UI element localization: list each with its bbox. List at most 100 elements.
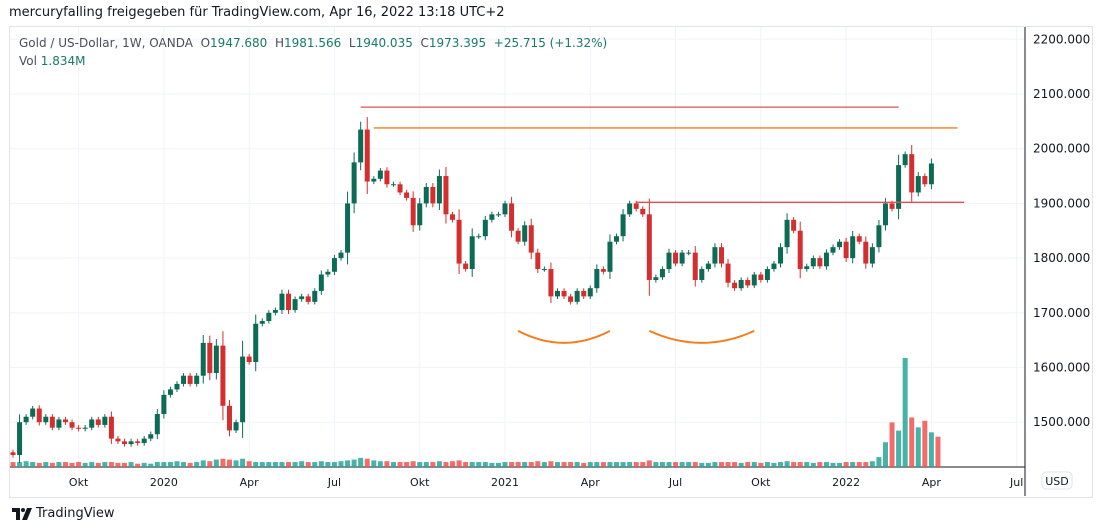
candle-body	[876, 225, 882, 248]
volume-bar	[725, 462, 731, 467]
orange-arc-drawing	[648, 329, 755, 344]
volume-bar	[266, 462, 272, 467]
candle-body	[627, 203, 633, 215]
volume-bar	[581, 462, 587, 467]
candle-body	[443, 176, 449, 215]
candle-body	[659, 269, 665, 278]
volume-bar	[600, 462, 606, 467]
price-tick-label: 2200.000	[1033, 32, 1090, 46]
candle-body	[56, 419, 62, 428]
volume-bar	[528, 462, 534, 467]
close-value: 1973.395	[428, 36, 487, 50]
candle-body	[469, 236, 475, 270]
candle-body	[390, 184, 396, 186]
volume-bar	[430, 462, 436, 467]
volume-bar	[686, 462, 692, 467]
volume-bar	[653, 462, 659, 467]
candle-body	[115, 438, 121, 442]
candle-body	[528, 225, 534, 253]
candle-body	[902, 154, 908, 166]
candle-body	[430, 186, 436, 204]
candle-body	[751, 274, 757, 286]
candle-body	[325, 271, 331, 275]
candle-body	[817, 258, 823, 267]
price-tick-label: 2100.000	[1033, 87, 1090, 101]
volume-bar	[712, 462, 718, 467]
candle-body	[240, 356, 246, 423]
candle-body	[535, 252, 541, 270]
volume-bar	[148, 463, 154, 467]
volume-bar	[771, 462, 777, 467]
candle-body	[181, 375, 187, 384]
candle-body	[279, 293, 285, 311]
time-tick-label: Jul	[327, 476, 341, 489]
volume-bar	[259, 462, 265, 467]
chart-frame[interactable]	[9, 26, 1093, 498]
candle-body	[771, 263, 777, 270]
price-tick-label: 1900.000	[1033, 196, 1090, 210]
volume-bar	[312, 462, 318, 467]
candle-body	[10, 452, 16, 456]
candle-body	[266, 312, 272, 322]
candle-body	[338, 252, 344, 259]
candle-body	[614, 236, 620, 242]
candle-body	[515, 230, 521, 242]
volume-bar	[889, 422, 895, 467]
candle-body	[594, 269, 600, 289]
volume-bar	[699, 462, 705, 467]
candle-body	[49, 416, 55, 428]
volume-bar	[909, 417, 915, 467]
candle-body	[108, 416, 114, 439]
candle-body	[745, 279, 751, 286]
volume-bar	[679, 462, 685, 467]
volume-bar	[764, 462, 770, 467]
candle-body	[758, 274, 764, 280]
time-tick-label: Okt	[69, 476, 89, 489]
volume-bar	[463, 462, 469, 467]
candle-body	[128, 441, 134, 445]
candle-body	[732, 282, 738, 289]
candle-body	[226, 405, 232, 431]
candle-body	[463, 263, 469, 270]
candle-body	[358, 129, 364, 163]
volume-bar	[384, 461, 390, 467]
candle-body	[417, 203, 423, 226]
volume-bar	[614, 462, 620, 467]
candle-body	[220, 345, 226, 406]
volume-bar	[338, 461, 344, 467]
low-value: 1940.035	[355, 36, 413, 50]
volume-bar	[751, 462, 757, 467]
volume-bar	[279, 462, 285, 467]
candle-body	[784, 219, 790, 248]
volume-bar	[69, 462, 75, 467]
candle-body	[561, 290, 567, 297]
candle-body	[141, 438, 147, 443]
volume-bar	[922, 420, 928, 467]
volume-bar	[240, 458, 246, 467]
volume-bar	[810, 462, 816, 467]
volume-bar	[784, 461, 790, 467]
symbol-title[interactable]: Gold / US-Dollar, 1W, OANDA	[19, 36, 193, 50]
candle-body	[823, 252, 829, 267]
candle-body	[331, 258, 337, 272]
volume-bar	[587, 462, 593, 467]
candle-body	[620, 214, 626, 237]
volume-bar	[495, 462, 501, 467]
candle-body	[509, 203, 515, 231]
volume-bar	[732, 462, 738, 467]
volume-bar	[902, 358, 908, 467]
volume-bar	[692, 462, 698, 467]
candle-body	[36, 408, 42, 423]
candle-body	[69, 422, 75, 428]
candle-body	[928, 163, 934, 185]
currency-label: USD	[1045, 475, 1069, 488]
volume-bar	[174, 461, 180, 467]
candle-body	[600, 269, 606, 272]
candle-body	[574, 290, 580, 302]
time-tick-label: Jul	[668, 476, 682, 489]
candle-body	[102, 416, 108, 425]
tradingview-logo[interactable]: TradingView	[12, 506, 115, 521]
candle-body	[371, 178, 377, 182]
candle-body	[43, 416, 49, 423]
